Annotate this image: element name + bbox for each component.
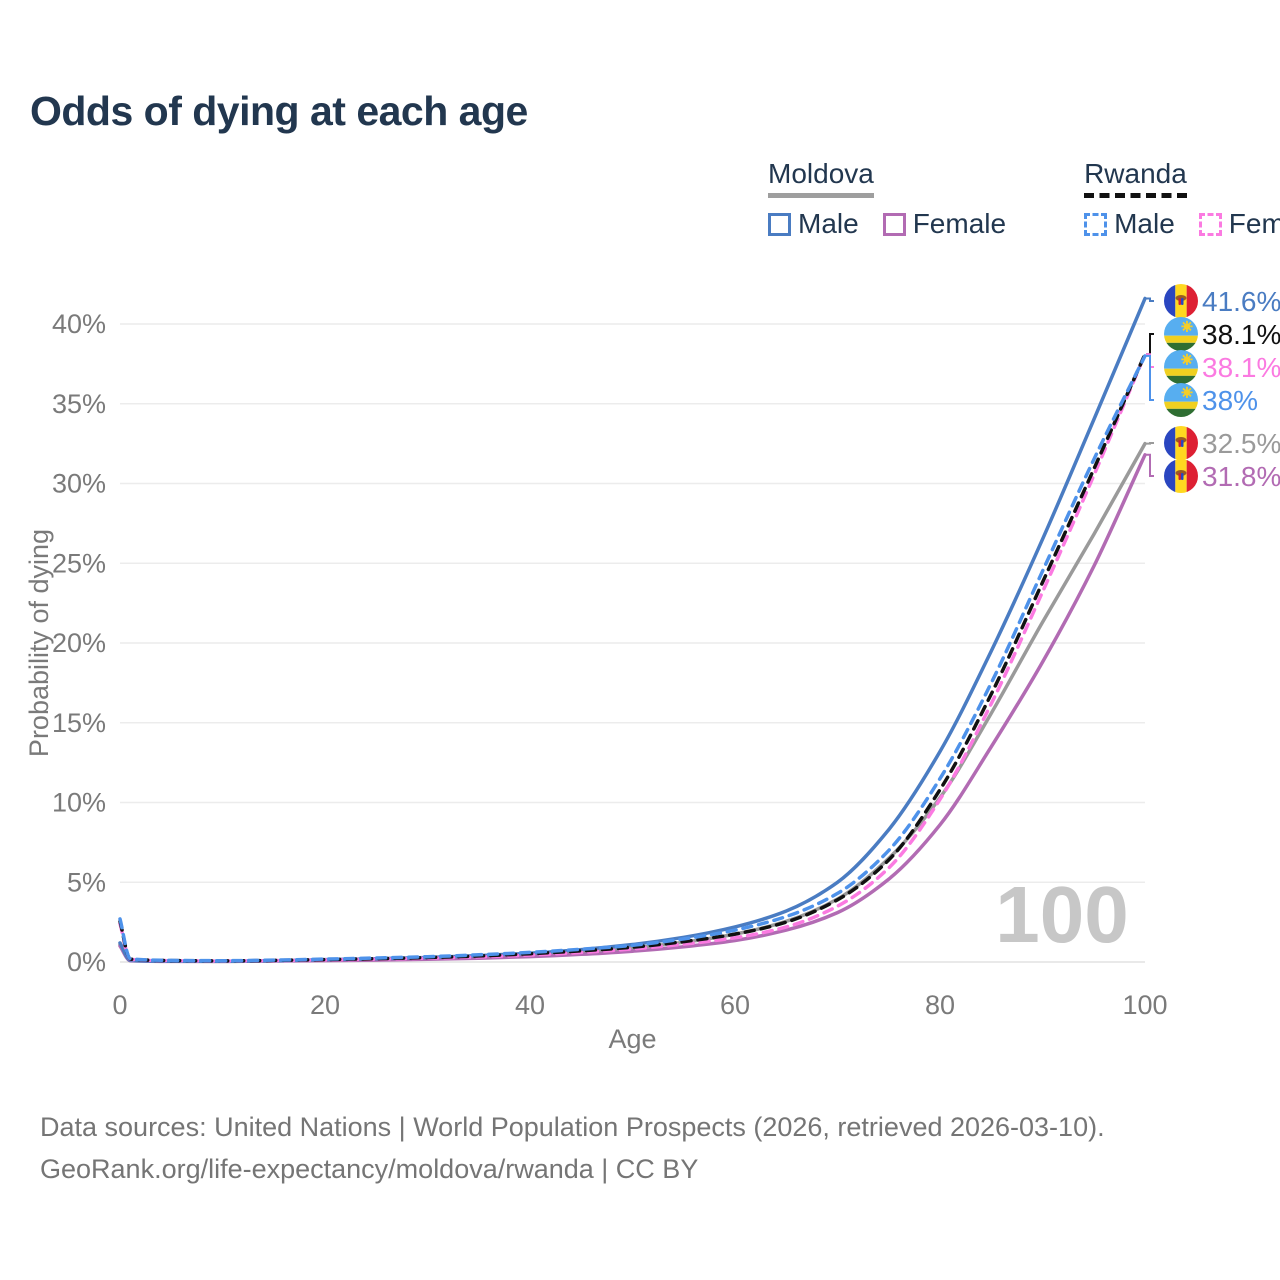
legend-item-rwanda-female[interactable]: Female bbox=[1198, 208, 1280, 240]
legend-label: Male bbox=[798, 208, 859, 239]
end-value-label-rwanda-male: 38% bbox=[1202, 385, 1258, 416]
legend-country-moldova[interactable]: Moldova bbox=[768, 158, 874, 198]
rwanda-flag-icon bbox=[1164, 317, 1198, 351]
end-value-label-rwanda-total: 38.1% bbox=[1202, 319, 1280, 350]
x-tick-label: 80 bbox=[925, 990, 955, 1020]
legend-row-moldova: Male Female bbox=[768, 208, 1006, 240]
y-axis-title: Probability of dying bbox=[24, 529, 54, 757]
x-tick-label: 60 bbox=[720, 990, 750, 1020]
end-value-label-moldova-female: 31.8% bbox=[1202, 461, 1280, 492]
page-title: Odds of dying at each age bbox=[30, 88, 528, 134]
leader-line-moldova-female bbox=[1146, 453, 1154, 477]
x-axis-title: Age bbox=[608, 1024, 656, 1054]
legend-country-rwanda[interactable]: Rwanda bbox=[1084, 158, 1187, 198]
series-line-rwanda-total[interactable] bbox=[118, 352, 1147, 963]
x-tick-label: 40 bbox=[515, 990, 545, 1020]
moldova-flag-icon bbox=[1164, 459, 1198, 493]
rwanda-male-swatch-icon bbox=[1084, 212, 1108, 236]
series-line-moldova-male[interactable] bbox=[118, 296, 1147, 963]
y-tick-label: 20% bbox=[52, 628, 106, 658]
legend: Moldova Male Female Rwanda Male bbox=[768, 158, 1280, 240]
legend-item-moldova-male[interactable]: Male bbox=[768, 208, 859, 240]
age-watermark: 100 bbox=[995, 870, 1128, 959]
moldova-male-swatch-icon bbox=[768, 212, 791, 236]
leader-line-rwanda-male bbox=[1146, 354, 1154, 401]
legend-item-rwanda-male[interactable]: Male bbox=[1084, 208, 1175, 240]
series-line-moldova-female[interactable] bbox=[118, 453, 1147, 964]
y-tick-label: 5% bbox=[67, 867, 106, 897]
legend-row-rwanda: Male Female bbox=[1084, 208, 1280, 240]
x-tick-label: 100 bbox=[1122, 990, 1167, 1020]
rwanda-flag-icon bbox=[1164, 383, 1198, 417]
x-tick-label: 20 bbox=[310, 990, 340, 1020]
end-value-label-moldova-male: 41.6% bbox=[1202, 286, 1280, 317]
moldova-flag-icon bbox=[1164, 426, 1198, 460]
footer: Data sources: United Nations | World Pop… bbox=[40, 1106, 1105, 1190]
y-tick-label: 25% bbox=[52, 548, 106, 578]
legend-label: Male bbox=[1114, 208, 1175, 239]
series-line-rwanda-male[interactable] bbox=[118, 354, 1147, 963]
y-tick-label: 0% bbox=[67, 947, 106, 977]
y-tick-label: 40% bbox=[52, 309, 106, 339]
x-tick-label: 0 bbox=[112, 990, 127, 1020]
legend-group-rwanda: Rwanda Male Female bbox=[1084, 158, 1280, 240]
footer-data-sources: Data sources: United Nations | World Pop… bbox=[40, 1112, 1105, 1142]
rwanda-female-swatch-icon bbox=[1198, 212, 1222, 236]
footer-attribution: GeoRank.org/life-expectancy/moldova/rwan… bbox=[40, 1154, 699, 1184]
moldova-flag-icon bbox=[1164, 284, 1198, 318]
leader-line-moldova-total bbox=[1146, 442, 1154, 445]
leader-line-rwanda-total bbox=[1146, 333, 1154, 356]
leader-line-moldova-male bbox=[1146, 297, 1154, 302]
y-tick-label: 10% bbox=[52, 788, 106, 818]
y-tick-label: 30% bbox=[52, 469, 106, 499]
mortality-line-chart: 0% 5% 10% 15% 20% 25% 30% 35% 40% 0 20 40 60 80 100 Age… bbox=[24, 284, 1280, 1054]
end-value-label-moldova-total: 32.5% bbox=[1202, 428, 1280, 459]
legend-item-moldova-female[interactable]: Female bbox=[882, 208, 1007, 240]
moldova-female-swatch-icon bbox=[882, 212, 906, 236]
y-tick-label: 35% bbox=[52, 389, 106, 419]
legend-group-moldova: Moldova Male Female bbox=[768, 158, 1006, 240]
legend-label: Female bbox=[1228, 208, 1280, 239]
series-line-rwanda-female[interactable] bbox=[118, 352, 1147, 963]
end-value-label-rwanda-female: 38.1% bbox=[1202, 352, 1280, 383]
legend-label: Female bbox=[912, 208, 1007, 239]
y-tick-label: 15% bbox=[52, 708, 106, 738]
rwanda-flag-icon bbox=[1164, 350, 1198, 384]
